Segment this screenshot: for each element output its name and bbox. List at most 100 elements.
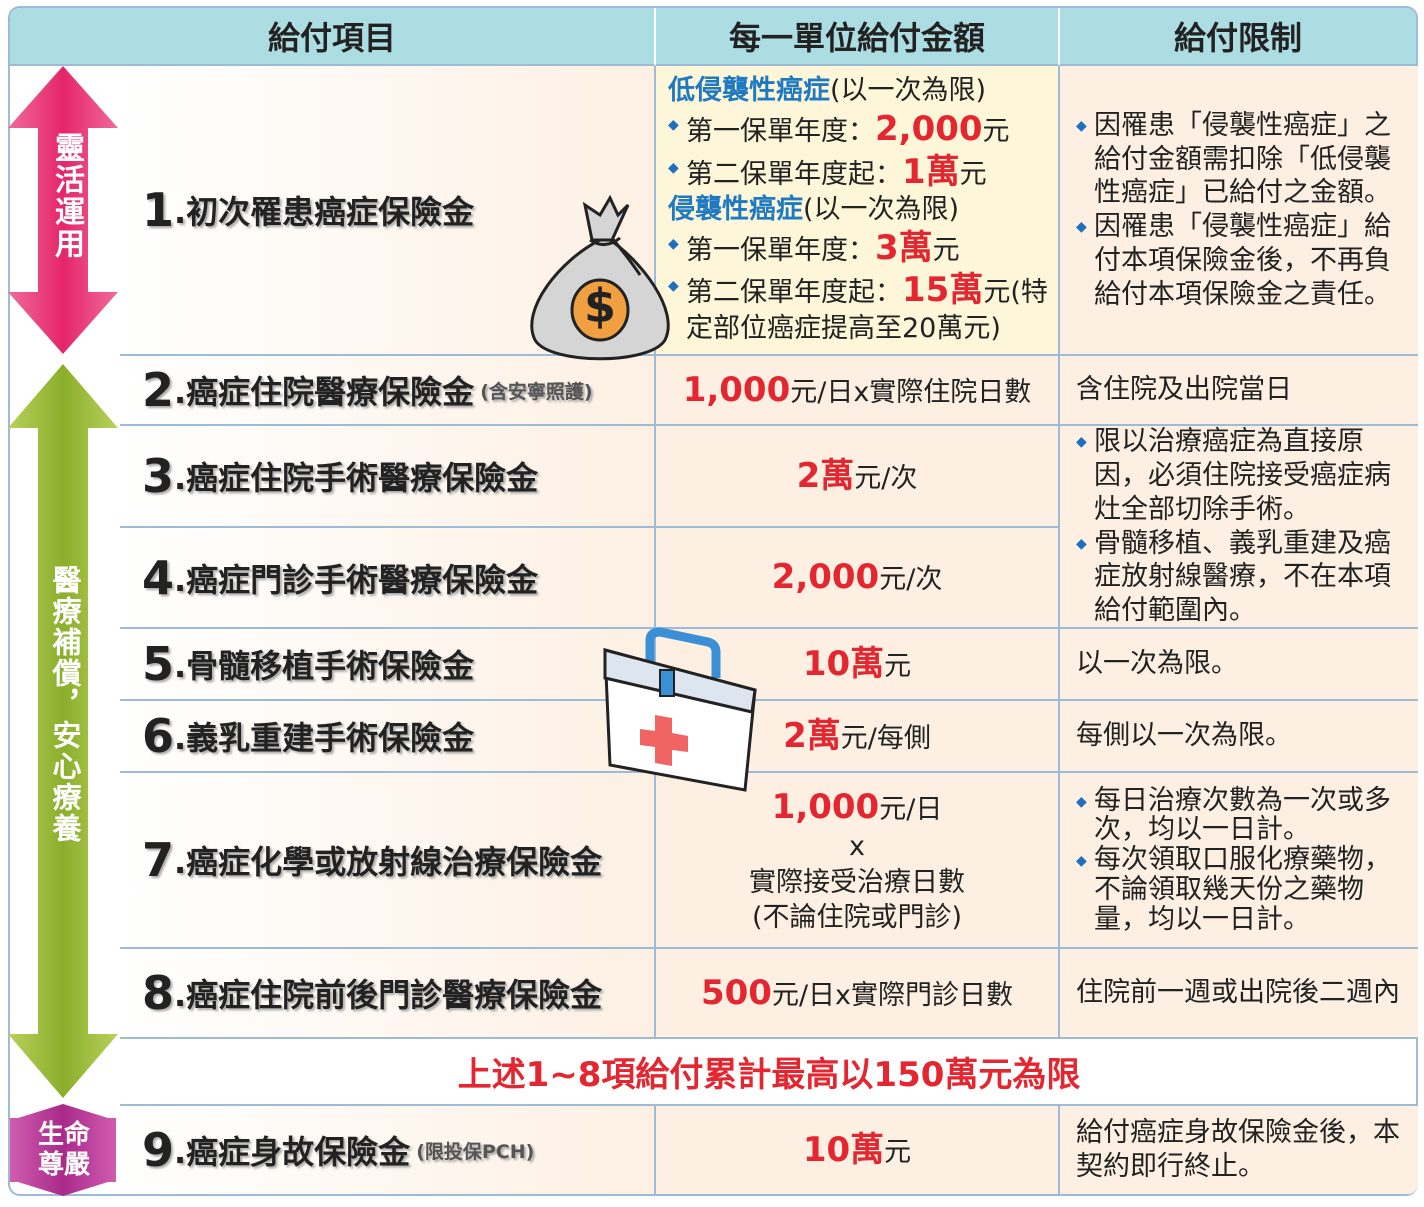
limit-cell: 限以治療癌症為直接原因，必須住院接受癌症病灶全部切除手術。骨髓移植、義乳重建及癌…	[1060, 426, 1418, 629]
amount-text: 1,000	[771, 787, 880, 828]
amount-line: (不論住院或門診)	[752, 900, 962, 935]
amount-cell: 2,000元/次	[656, 528, 1060, 629]
side-label: 靈活運用	[49, 132, 84, 260]
amount-text: 500	[700, 972, 772, 1013]
amount-text: 1萬	[902, 151, 960, 192]
amount-line: 1,000元/日x實際住院日數	[683, 369, 1032, 412]
amount-text: 3萬	[875, 227, 933, 268]
item-name: .骨髓移植手術保險金	[174, 647, 475, 685]
amount-cell: 低侵襲性癌症(以一次為限) 第一保單年度：2,000元 第二保單年度起：1萬元 …	[656, 66, 1060, 356]
amount-text: 2萬	[783, 715, 841, 756]
item-num: 8	[142, 966, 175, 1020]
amount-text: x	[849, 831, 865, 863]
amount-text: (以一次為限)	[803, 194, 960, 226]
amount-cell: 10萬元	[656, 629, 1060, 701]
amount-text: 第一保單年度：	[686, 234, 875, 266]
item-num: 3	[142, 449, 175, 503]
limit-text: 給付癌症身故保險金後，本契約即行終止。	[1076, 1117, 1400, 1182]
amount-line: 實際接受治療日數	[749, 865, 965, 900]
amount-line: 2萬元/次	[797, 455, 918, 498]
item-cell: 9 .癌症身故保險金 (限投保PCH)	[120, 1106, 656, 1194]
limit-cell: 每側以一次為限。	[1060, 701, 1418, 773]
item-cell: 2 .癌症住院醫療保險金 (含安寧照護)	[120, 356, 656, 426]
item-name: .癌症化學或放射線治療保險金	[174, 843, 603, 881]
item-name: .初次罹患癌症保險金	[174, 193, 475, 231]
limit-cell: 給付癌症身故保險金後，本契約即行終止。	[1060, 1106, 1418, 1194]
item-name: .義乳重建手術保險金	[174, 719, 475, 757]
amount-text: 2萬	[796, 455, 855, 496]
amount-line: 第一保單年度：2,000元	[668, 108, 1010, 151]
amount-cell: 500元/日x實際門診日數	[656, 949, 1060, 1039]
limit-cell: 每日治療次數為一次或多次，均以一日計。每次領取口服化療藥物，不論領取幾天份之藥物…	[1060, 773, 1418, 949]
amount-text: 元(特	[983, 277, 1048, 309]
limit-text: 住院前一週或出院後二週內	[1076, 977, 1400, 1009]
amount-text: 10萬	[802, 1129, 885, 1170]
item-num: 1	[142, 183, 175, 237]
amount-text: (不論住院或門診)	[751, 901, 963, 933]
item-name: .癌症住院手術醫療保險金	[174, 459, 539, 497]
item-name: .癌症身故保險金	[174, 1133, 411, 1171]
limit-text: 限以治療癌症為直接原因，必須住院接受癌症病灶全部切除手術。	[1076, 425, 1408, 526]
limit-text: 含住院及出院當日	[1076, 374, 1292, 406]
limit-text: 以一次為限。	[1076, 648, 1238, 680]
item-cell: 7 .癌症化學或放射線治療保險金	[120, 773, 656, 949]
amount-cell: 1,000元/日x實際住院日數	[656, 356, 1060, 426]
limit-text: 因罹患「侵襲性癌症」給付本項保險金後，不再負給付本項保險金之責任。	[1076, 210, 1408, 311]
amount-text: 元/日x實際住院日數	[790, 376, 1032, 408]
amount-text: 元/次	[879, 564, 943, 596]
amount-text: 2,000	[875, 109, 983, 150]
item-cell: 1 .初次罹患癌症保險金	[120, 66, 656, 356]
item-note: (限投保PCH)	[416, 1140, 535, 1163]
amount-text: 第一保單年度：	[686, 116, 875, 148]
amount-text: 1,000	[682, 369, 791, 410]
limit-cell: 因罹患「侵襲性癌症」之給付金額需扣除「低侵襲性癌症」已給付之金額。因罹患「侵襲性…	[1060, 66, 1418, 356]
amount-line: 2萬元/每側	[783, 715, 931, 758]
item-cell: 8 .癌症住院前後門診醫療保險金	[120, 949, 656, 1039]
amount-text: 元	[959, 158, 987, 190]
amount-text: 元/次	[854, 462, 918, 494]
amount-line: 第一保單年度：3萬元	[668, 227, 960, 270]
limit-cell: 含住院及出院當日	[1060, 356, 1418, 426]
amount-text: 2,000	[771, 557, 880, 598]
item-num: 6	[142, 709, 175, 763]
amount-cell: 2萬元/每側	[656, 701, 1060, 773]
amount-text: 15萬	[902, 270, 984, 311]
total-cell: 上述1~8項給付累計最高以150萬元為限	[120, 1039, 1418, 1106]
item-name: .癌症住院前後門診醫療保險金	[174, 976, 603, 1014]
item-num: 2	[142, 363, 175, 417]
amount-text: 實際接受治療日數	[749, 866, 965, 898]
header-text: 給付項目	[267, 19, 396, 57]
item-name: .癌症住院醫療保險金	[174, 373, 475, 411]
header-text: 給付限制	[1173, 19, 1302, 57]
amount-text: 元/日	[879, 794, 943, 826]
side-label: 生命尊嚴	[37, 1120, 90, 1180]
header-text: 每一單位給付金額	[728, 19, 985, 57]
limit-text: 每日治療次數為一次或多次，均以一日計。	[1076, 785, 1408, 845]
amount-line: 低侵襲性癌症(以一次為限)	[668, 74, 986, 108]
amount-text: 侵襲性癌症	[668, 194, 803, 226]
amount-text: 元	[884, 650, 912, 682]
amount-line: 第二保單年度起：1萬元	[668, 151, 987, 194]
item-cell: 6 .義乳重建手術保險金	[120, 701, 656, 773]
side-label: 醫療補償，安心療養	[48, 565, 82, 844]
amount-line: 10萬元	[803, 643, 911, 686]
amount-line: 2,000元/次	[772, 556, 943, 599]
total-text: 上述1~8項給付累計最高以150萬元為限	[457, 1055, 1081, 1095]
amount-line: 侵襲性癌症(以一次為限)	[668, 193, 959, 227]
amount-line: 1,000元/日	[772, 785, 943, 829]
amount-text: 元	[884, 1136, 912, 1168]
limit-cell: 住院前一週或出院後二週內	[1060, 949, 1418, 1039]
item-cell: 3 .癌症住院手術醫療保險金	[120, 426, 656, 528]
item-note: (含安寧照護)	[480, 380, 593, 403]
amount-text: (以一次為限)	[830, 75, 987, 107]
limit-text: 骨髓移植、義乳重建及癌症放射線醫療，不在本項給付範圍內。	[1076, 527, 1408, 628]
item-num: 9	[142, 1123, 175, 1177]
header-cell: 給付項目	[10, 8, 656, 66]
amount-text: 元/每側	[840, 722, 931, 754]
amount-line: x	[849, 829, 865, 864]
amount-text: 元/日x實際門診日數	[771, 979, 1014, 1011]
amount-text: 元	[982, 116, 1010, 148]
amount-cell: 2萬元/次	[656, 426, 1060, 528]
amount-cell: 10萬元	[656, 1106, 1060, 1194]
